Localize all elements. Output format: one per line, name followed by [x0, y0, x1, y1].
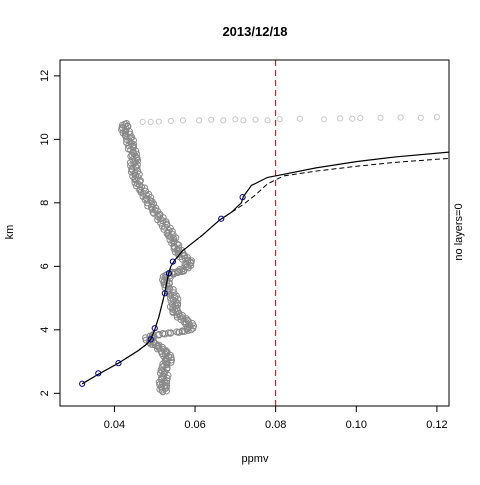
observation-point [148, 332, 156, 340]
upper-observation-point [179, 117, 187, 124]
upper-observation-point [147, 118, 154, 125]
upper-observation-point [167, 117, 174, 125]
observation-point [131, 175, 139, 183]
y-tick-label: 4 [39, 327, 51, 333]
y-tick-label: 12 [39, 70, 51, 82]
x-axis: 0.04 0.06 0.08 0.10 0.12 [104, 406, 448, 431]
observation-point [175, 244, 183, 252]
upper-observation-point [264, 117, 271, 124]
upper-observation-point [417, 114, 424, 121]
observation-point [126, 137, 134, 145]
upper-observation-point [252, 116, 259, 123]
upper-observation-point [357, 114, 364, 122]
fit-point [115, 360, 122, 367]
upper-observation-point [377, 114, 384, 121]
observation-point [169, 286, 177, 294]
upper-observation-point [276, 115, 283, 123]
upper-observation-point [320, 116, 328, 123]
x-tick-label: 0.10 [346, 419, 367, 431]
observation-point [164, 329, 172, 337]
upper-observation-point [220, 117, 227, 124]
y-tick-label: 6 [39, 263, 51, 269]
x-tick-label: 0.12 [426, 419, 447, 431]
fit-point [79, 380, 86, 387]
upper-observation-point [155, 118, 162, 125]
y-axis: 2 4 6 8 10 12 [39, 70, 60, 396]
upper-observation-point [349, 115, 356, 122]
observation-point [164, 232, 172, 240]
observation-point [175, 241, 183, 249]
upper-observation-point [337, 115, 344, 122]
observation-point [156, 215, 164, 223]
upper-observation-point [296, 115, 303, 122]
fit-point [165, 270, 172, 277]
upper-observation-point [397, 114, 404, 121]
fit-point [151, 325, 158, 332]
fit-point [239, 194, 246, 201]
marks-layer [79, 60, 449, 406]
fit-point [147, 336, 154, 343]
plot-frame [59, 59, 450, 407]
upper-observation-point [195, 117, 203, 124]
upper-observation-point [232, 116, 239, 123]
x-axis-title: ppmv [242, 453, 269, 465]
right-side-label: no layers=0 [453, 203, 465, 260]
observation-point [148, 198, 156, 206]
fit-point [218, 215, 225, 222]
observation-point [126, 130, 134, 138]
observation-point [166, 236, 174, 244]
y-tick-label: 8 [39, 200, 51, 206]
y-tick-label: 2 [39, 390, 51, 396]
x-tick-label: 0.04 [104, 419, 125, 431]
observation-point [176, 266, 184, 274]
observation-point [163, 379, 171, 387]
observation-point [141, 184, 149, 192]
fit-point [95, 370, 102, 377]
y-axis-title: km [4, 225, 16, 240]
y-tick-label: 10 [39, 133, 51, 145]
observation-point [135, 170, 143, 178]
observation-point [144, 202, 152, 210]
upper-observation-point [139, 118, 146, 125]
observation-point [123, 119, 131, 127]
x-tick-label: 0.08 [265, 419, 286, 431]
fit-point [169, 258, 176, 265]
upper-observation-point [240, 117, 247, 124]
chart-title: 2013/12/18 [222, 24, 287, 39]
observation-point [166, 294, 174, 302]
observation-point [168, 300, 176, 308]
observation-point [133, 150, 141, 158]
observation-point [135, 181, 143, 189]
upper-observation-point [208, 116, 215, 123]
fit-point [161, 290, 168, 297]
upper-observation-point [433, 114, 441, 121]
x-tick-label: 0.06 [184, 419, 205, 431]
observation-point [156, 369, 164, 377]
observation-point [143, 195, 151, 203]
